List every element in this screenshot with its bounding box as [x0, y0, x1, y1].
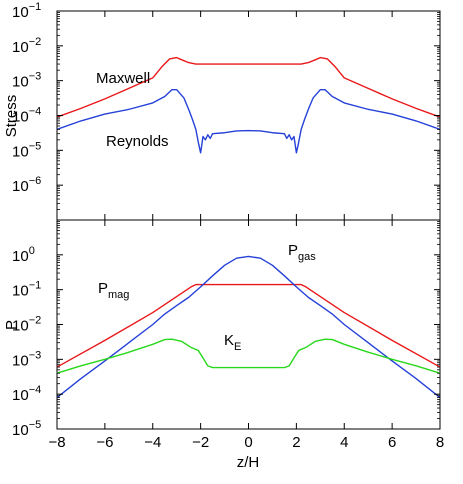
k-e-sub: E	[234, 341, 241, 353]
pressure-y-tick-label: 10−2	[12, 315, 41, 335]
stress-y-tick-label: 10−6	[12, 175, 41, 195]
pressure-panel: −8 −6 −4 −2 0 2 4 6 8 10−5 10−4 10−3 10−2 10−1 100 P z…	[3, 219, 444, 471]
reynolds-label: Reynolds	[106, 133, 169, 150]
pressure-y-tick-label: 10−5	[12, 419, 41, 439]
stress-y-tick-label: 10−1	[12, 1, 41, 21]
k-e-label: KE	[224, 332, 241, 353]
stress-axes: 10−6 10−5 10−4 10−3 10−2 10−1	[12, 1, 441, 220]
pressure-axes: −8 −6 −4 −2 0 2 4 6 8 10−5 10−4 10−3 10−2 10−1 100	[12, 220, 444, 451]
stress-y-tick-label: 10−5	[12, 140, 41, 160]
x-tick-label: 8	[436, 434, 444, 451]
pressure-y-tick-label: 100	[12, 245, 35, 265]
pressure-y-tick-label: 10−1	[12, 280, 41, 300]
pressure-y-tick-label: 10−3	[12, 349, 41, 369]
p-gas-base: P	[288, 242, 298, 259]
stress-series-maxwell	[56, 56, 441, 118]
pressure-series-p-mag	[56, 283, 441, 368]
pressure-series-k-e	[56, 338, 441, 374]
stress-panel-frame	[56, 10, 441, 221]
x-tick-label: −8	[48, 434, 65, 451]
stress-panel: 10−610−510−410−310−210−1 Stress Maxwell …	[3, 1, 441, 221]
stress-axis-label: Stress	[3, 95, 20, 138]
stress-series-group	[56, 56, 441, 154]
p-mag-sub: mag	[108, 289, 129, 301]
stress-y-tick-label: 10−4	[12, 106, 41, 126]
p-mag-base: P	[98, 280, 108, 297]
pressure-panel-frame	[56, 219, 441, 430]
k-e-base: K	[224, 332, 234, 349]
pressure-y-tick-label: 10−4	[12, 384, 41, 404]
pressure-axis-label: P	[3, 320, 20, 330]
p-gas-label: Pgas	[288, 242, 316, 263]
maxwell-label: Maxwell	[96, 70, 150, 87]
x-tick-label: 6	[388, 434, 396, 451]
p-gas-sub: gas	[298, 251, 316, 263]
stress-y-tick-label: 10−2	[12, 36, 41, 56]
x-tick-label: −2	[192, 434, 209, 451]
stress-y-tick-label: 10−3	[12, 71, 41, 91]
x-tick-label: 0	[244, 434, 252, 451]
x-tick-label: 2	[292, 434, 300, 451]
x-tick-label: 4	[340, 434, 348, 451]
stress-series-reynolds	[56, 89, 441, 154]
p-mag-label: Pmag	[98, 280, 129, 301]
x-axis-label: z/H	[237, 454, 260, 471]
x-tick-label: −4	[144, 434, 161, 451]
pressure-series-p-gas	[56, 255, 441, 399]
x-tick-label: −6	[96, 434, 113, 451]
pressure-series-group	[56, 255, 441, 399]
